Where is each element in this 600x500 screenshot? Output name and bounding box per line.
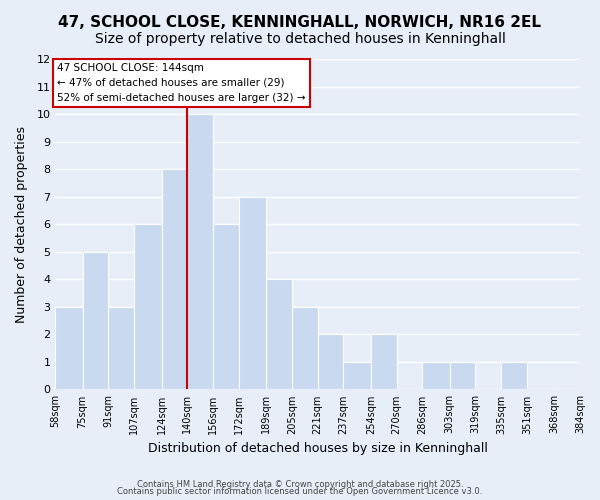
Bar — [371, 334, 397, 390]
Text: 47 SCHOOL CLOSE: 144sqm
← 47% of detached houses are smaller (29)
52% of semi-de: 47 SCHOOL CLOSE: 144sqm ← 47% of detache… — [57, 63, 305, 102]
Bar — [134, 224, 161, 390]
Bar — [213, 224, 239, 390]
Bar — [109, 307, 134, 390]
Bar — [187, 114, 213, 390]
Bar — [501, 362, 527, 390]
Bar — [239, 196, 266, 390]
Bar — [580, 362, 600, 390]
Bar — [449, 362, 475, 390]
Text: Size of property relative to detached houses in Kenninghall: Size of property relative to detached ho… — [95, 32, 505, 46]
Bar — [55, 307, 83, 390]
Bar — [317, 334, 343, 390]
Text: Contains public sector information licensed under the Open Government Licence v3: Contains public sector information licen… — [118, 488, 482, 496]
Bar — [161, 169, 187, 390]
Bar — [292, 307, 317, 390]
X-axis label: Distribution of detached houses by size in Kenninghall: Distribution of detached houses by size … — [148, 442, 488, 455]
Bar — [266, 280, 292, 390]
Bar — [422, 362, 449, 390]
Text: 47, SCHOOL CLOSE, KENNINGHALL, NORWICH, NR16 2EL: 47, SCHOOL CLOSE, KENNINGHALL, NORWICH, … — [59, 15, 542, 30]
Y-axis label: Number of detached properties: Number of detached properties — [15, 126, 28, 322]
Bar — [343, 362, 371, 390]
Text: Contains HM Land Registry data © Crown copyright and database right 2025.: Contains HM Land Registry data © Crown c… — [137, 480, 463, 489]
Bar — [83, 252, 109, 390]
